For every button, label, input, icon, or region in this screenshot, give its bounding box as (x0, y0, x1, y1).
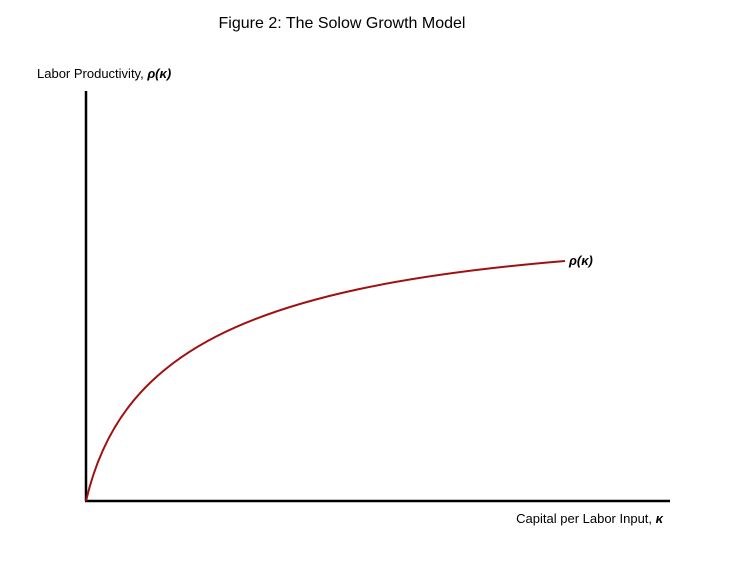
y-axis-label: Labor Productivity, ρ(κ) (37, 66, 171, 81)
x-axis-label: Capital per Labor Input, κ (516, 511, 663, 526)
y-axis-label-text: Labor Productivity, (37, 66, 147, 81)
x-axis-label-text: Capital per Labor Input, (516, 511, 655, 526)
production-curve (85, 260, 566, 502)
curve-label: ρ(κ) (568, 253, 593, 268)
x-axis-label-symbol: κ (656, 511, 664, 526)
y-axis-label-symbol: ρ(κ) (146, 66, 171, 81)
figure-title: Figure 2: The Solow Growth Model (219, 15, 466, 32)
